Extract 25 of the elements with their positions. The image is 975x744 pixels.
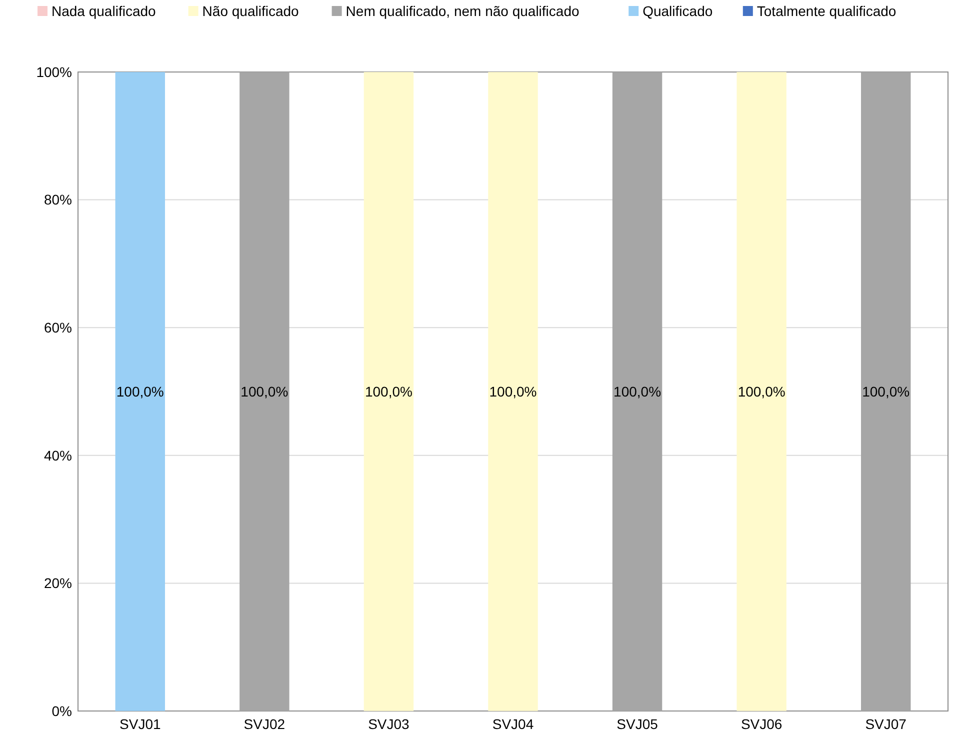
legend-label: Não qualificado [202, 3, 300, 19]
x-tick-label: SVJ04 [492, 716, 534, 732]
x-tick-label: SVJ06 [740, 716, 782, 732]
data-label: 100,0% [240, 383, 288, 400]
x-tick-label: SVJ07 [865, 716, 907, 732]
data-label: 100,0% [738, 383, 786, 400]
y-tick-label: 80% [44, 192, 72, 208]
data-label: 100,0% [862, 383, 910, 400]
legend-label: Nada qualificado [52, 3, 156, 19]
y-tick-label: 0% [52, 702, 72, 719]
data-label: 100,0% [364, 383, 412, 400]
legend-label: Nem qualificado, nem não qualificado [346, 3, 580, 19]
x-tick-label: SVJ01 [120, 716, 161, 732]
data-label: 100,0% [116, 383, 164, 400]
y-tick-label: 20% [44, 575, 72, 592]
y-tick-label: 40% [44, 447, 72, 464]
x-tick-label: SVJ02 [244, 716, 286, 732]
x-tick-label: SVJ03 [368, 716, 410, 732]
legend-label: Qualificado [642, 3, 713, 19]
x-tick-label: SVJ05 [616, 716, 658, 732]
legend-label: Totalmente qualificado [756, 3, 896, 19]
y-tick-label: 60% [44, 320, 72, 336]
y-tick-label: 100% [36, 64, 72, 80]
data-label: 100,0% [614, 383, 662, 400]
data-label: 100,0% [489, 383, 537, 400]
